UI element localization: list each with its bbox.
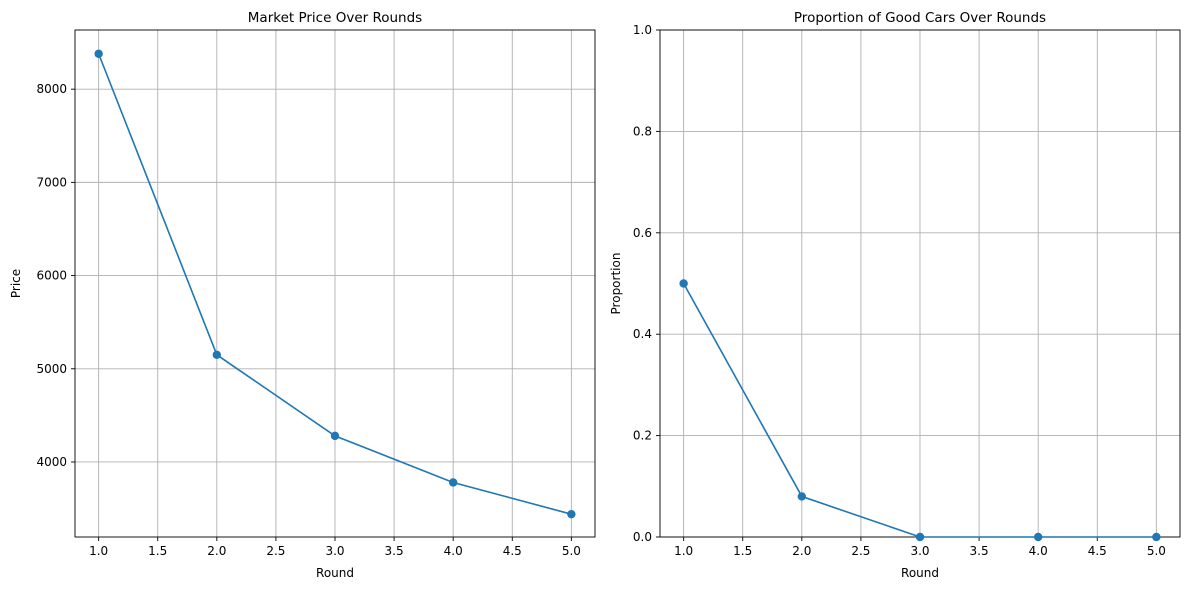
x-tick-label: 4.5 <box>1088 544 1107 558</box>
x-tick-label: 3.5 <box>385 544 404 558</box>
y-axis-ticks: 0.0 0.2 0.4 0.6 0.8 1.0 <box>633 23 660 544</box>
x-axis-ticks: 1.0 1.5 2.0 2.5 3.0 3.5 4.0 4.5 5.0 <box>674 537 1166 558</box>
x-tick-label: 5.0 <box>562 544 581 558</box>
data-point <box>330 431 340 441</box>
x-tick-label: 4.0 <box>1029 544 1048 558</box>
data-point <box>567 509 576 519</box>
y-tick-label: 6000 <box>36 269 67 283</box>
y-axis-label: Proportion <box>609 253 623 315</box>
x-tick-label: 4.0 <box>444 544 463 558</box>
x-tick-label: 1.0 <box>674 544 693 558</box>
x-tick-label: 1.5 <box>733 544 752 558</box>
good-cars-proportion-chart: Proportion of Good Cars Over Rounds 1.0 1… <box>609 10 1181 580</box>
data-point <box>679 279 688 288</box>
y-tick-label: 0.2 <box>633 429 652 443</box>
y-tick-label: 0.0 <box>633 530 652 544</box>
x-tick-label: 3.5 <box>970 544 989 558</box>
y-tick-label: 7000 <box>36 175 67 189</box>
x-tick-label: 2.5 <box>266 544 285 558</box>
data-point <box>448 478 458 487</box>
x-tick-label: 2.0 <box>792 544 811 558</box>
x-tick-label: 3.0 <box>325 544 344 558</box>
x-axis-ticks: 1.0 1.5 2.0 2.5 3.0 3.5 4.0 4.5 5.0 <box>89 537 581 558</box>
data-point <box>1152 532 1161 542</box>
x-tick-label: 5.0 <box>1147 544 1166 558</box>
y-tick-label: 5000 <box>36 362 67 376</box>
y-axis-label: Price <box>9 269 23 298</box>
x-tick-label: 1.5 <box>148 544 167 558</box>
series <box>679 279 1161 542</box>
x-tick-label: 1.0 <box>89 544 108 558</box>
data-point <box>212 350 222 359</box>
y-tick-label: 0.6 <box>633 226 652 240</box>
data-point <box>1033 532 1043 542</box>
x-tick-label: 3.0 <box>910 544 929 558</box>
series <box>94 49 576 519</box>
x-tick-label: 2.5 <box>851 544 870 558</box>
y-tick-label: 4000 <box>36 455 67 469</box>
x-tick-label: 2.0 <box>207 544 226 558</box>
chart-title: Market Price Over Rounds <box>248 10 422 26</box>
y-tick-label: 0.8 <box>633 124 652 138</box>
data-point <box>797 492 807 501</box>
grid <box>75 30 595 537</box>
market-price-chart: Market Price Over Rounds 1.0 1.5 2.0 2.5 3.0… <box>9 10 596 580</box>
y-tick-label: 1.0 <box>633 23 652 37</box>
y-tick-label: 0.4 <box>633 327 652 341</box>
x-axis-label: Round <box>901 566 939 580</box>
x-tick-label: 4.5 <box>503 544 522 558</box>
y-axis-ticks: 4000 5000 6000 7000 8000 <box>36 82 75 469</box>
chart-title: Proportion of Good Cars Over Rounds <box>794 10 1046 26</box>
data-point <box>915 532 925 542</box>
x-axis-label: Round <box>316 566 354 580</box>
y-tick-label: 8000 <box>36 82 67 96</box>
data-point <box>94 49 103 58</box>
